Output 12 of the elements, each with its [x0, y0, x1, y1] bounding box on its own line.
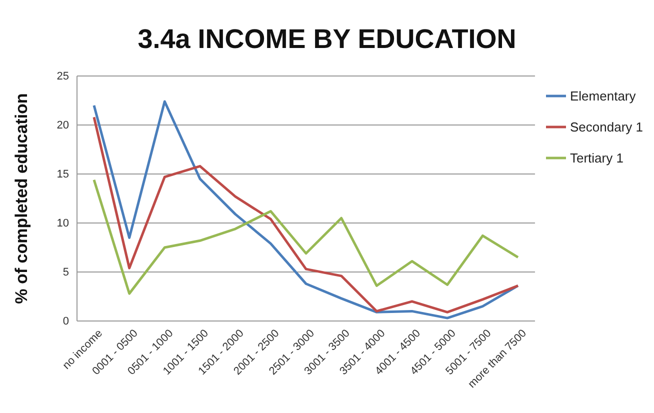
legend-label: Tertiary 1: [570, 150, 624, 166]
y-axis-title: % of completed education: [12, 93, 31, 304]
legend-label: Secondary 1: [570, 120, 643, 135]
y-tick-label: 15: [56, 168, 69, 181]
chart-title: 3.4a INCOME BY EDUCATION: [138, 24, 516, 54]
line-series: [92, 178, 520, 295]
y-tick-label: 5: [62, 266, 69, 279]
y-tick-label: 25: [56, 70, 69, 83]
y-tick-label: 20: [56, 120, 69, 132]
y-tick-label: 0: [62, 316, 69, 328]
y-tick-label: 10: [56, 218, 69, 230]
legend-label: Elementary: [570, 88, 636, 104]
